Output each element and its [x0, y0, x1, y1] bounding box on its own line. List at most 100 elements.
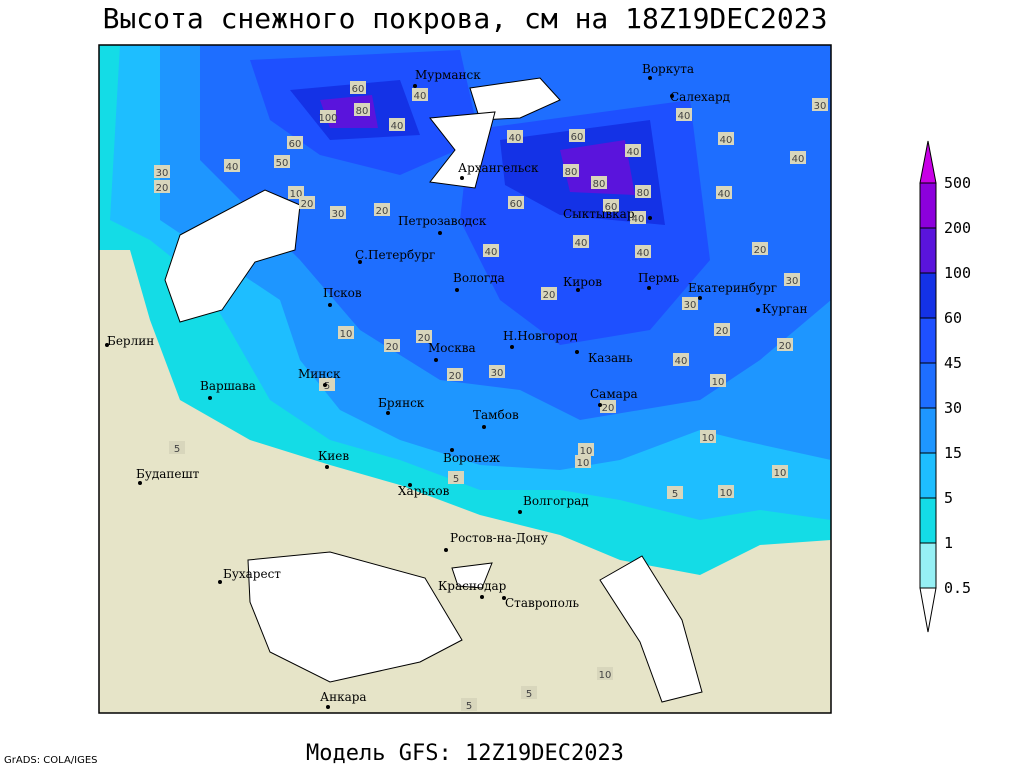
city-dot	[105, 343, 109, 347]
city-label: Ростов-на-Дону	[450, 531, 548, 545]
legend-swatch	[919, 182, 937, 229]
contour-label-bg	[752, 242, 768, 255]
contour-label: 30	[332, 209, 345, 220]
contour-label: 10	[702, 433, 715, 444]
legend-swatch	[919, 497, 937, 544]
city-label: Варшава	[200, 379, 256, 393]
contour-label-bg	[288, 186, 304, 199]
legend-label: 0.5	[944, 579, 971, 597]
contour-label-bg	[384, 339, 400, 352]
contour-label-bg	[716, 186, 732, 199]
city-dot	[575, 350, 579, 354]
city-dot	[670, 94, 674, 98]
contour-label-bg	[673, 353, 689, 366]
contour-label-bg	[575, 455, 591, 468]
contour-label-bg	[718, 132, 734, 145]
contour-label: 60	[289, 139, 302, 150]
contour-label-bg	[603, 199, 619, 212]
city-label: Волгоград	[523, 494, 589, 508]
city-dot	[460, 176, 464, 180]
contour-label-bg	[521, 686, 537, 699]
map-frame	[98, 44, 832, 714]
legend-label: 45	[944, 354, 962, 372]
contour-label: 10	[290, 189, 303, 200]
city-dot	[648, 76, 652, 80]
contour-label: 5	[174, 444, 180, 455]
contour-label-bg	[630, 211, 646, 224]
city-dot	[648, 216, 652, 220]
legend-label: 200	[944, 219, 971, 237]
contour-label: 5	[672, 489, 678, 500]
contour-label-bg	[508, 196, 524, 209]
model-label: Модель GFS: 12Z19DEC2023	[306, 741, 624, 766]
legend-swatch	[919, 227, 937, 274]
contour-label-bg	[507, 130, 523, 143]
contour-label-bg	[573, 235, 589, 248]
contour-label: 30	[491, 368, 504, 379]
contour-label: 60	[352, 84, 365, 95]
contour-label-bg	[591, 176, 607, 189]
contour-label: 10	[580, 446, 593, 457]
map-title: Высота снежного покрова, см на 18Z19DEC2…	[103, 2, 828, 35]
city-label: Архангельск	[458, 161, 539, 175]
contour-label-bg	[154, 165, 170, 178]
city-dot	[444, 548, 448, 552]
contour-label-bg	[578, 443, 594, 456]
city-label: Мурманск	[415, 68, 481, 82]
contour-label-bg	[569, 129, 585, 142]
legend-swatch	[919, 542, 937, 589]
contour-label: 10	[577, 458, 590, 469]
contour-label: 30	[786, 276, 799, 287]
contour-label-bg	[224, 159, 240, 172]
city-dot	[450, 448, 454, 452]
city-label: Сыктывкар	[563, 207, 635, 221]
contour-label: 5	[324, 381, 330, 392]
contour-label: 40	[718, 189, 731, 200]
city-label: Харьков	[398, 484, 450, 498]
contour-label: 30	[814, 101, 827, 112]
contour-label: 40	[391, 121, 404, 132]
sea	[599, 555, 703, 703]
contour-label: 40	[485, 247, 498, 258]
contour-label: 10	[340, 329, 353, 340]
contour-label: 50	[276, 158, 289, 169]
city-label: Пермь	[638, 271, 680, 285]
contour-label: 80	[356, 106, 369, 117]
city-dot	[576, 288, 580, 292]
contour-label: 40	[675, 356, 688, 367]
contour-label-bg	[154, 180, 170, 193]
cities: Мурманск Воркута Салехард Архангельск Сыктыв…	[105, 62, 807, 709]
contour-label: 60	[510, 199, 523, 210]
contour-label-bg	[772, 465, 788, 478]
city-label: Петрозаводск	[398, 214, 487, 228]
contour-label: 40	[678, 111, 691, 122]
contour-label: 20	[779, 341, 792, 352]
legend-high-triangle	[919, 140, 937, 184]
contour-label: 30	[684, 300, 697, 311]
legend-label: 30	[944, 399, 962, 417]
contour-label-bg	[299, 196, 315, 209]
contour-label: 20	[449, 371, 462, 382]
city-dot	[756, 308, 760, 312]
contour-label: 20	[418, 333, 431, 344]
city-label: Екатеринбург	[688, 281, 777, 295]
credit: GrADS: COLA/IGES	[4, 755, 98, 766]
contour-label-bg	[790, 151, 806, 164]
contour-label: 5	[526, 689, 532, 700]
city-dot	[358, 260, 362, 264]
contour-label: 40	[509, 133, 522, 144]
city-dot	[218, 580, 222, 584]
contour-label: 20	[301, 199, 314, 210]
city-dot	[325, 465, 329, 469]
contour-label: 40	[627, 147, 640, 158]
contour-label-bg	[320, 110, 336, 123]
contour-label: 80	[593, 179, 606, 190]
legend-swatch	[919, 317, 937, 364]
city-label: Воронеж	[443, 451, 500, 465]
city-dot	[328, 303, 332, 307]
city-label: Курган	[762, 302, 807, 316]
city-label: Брянск	[378, 396, 425, 410]
contour-label: 40	[632, 214, 645, 225]
